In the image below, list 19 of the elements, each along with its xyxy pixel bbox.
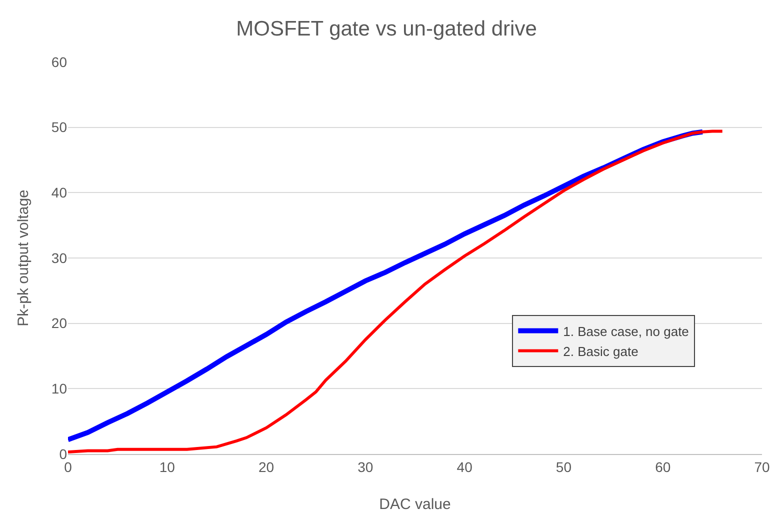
legend-label: 2. Basic gate: [563, 344, 638, 359]
x-tick-label: 30: [358, 458, 374, 475]
x-tick-label: 70: [754, 458, 770, 475]
x-tick-label: 10: [159, 458, 176, 475]
x-tick-label: 60: [655, 458, 671, 475]
x-tick-label: 50: [556, 458, 572, 475]
x-axis-title: DAC value: [379, 496, 451, 513]
legend-label: 1. Base case, no gate: [563, 324, 689, 339]
y-tick-label: 20: [51, 315, 68, 332]
y-tick-label: 10: [51, 380, 68, 397]
x-tick-label: 20: [258, 458, 274, 475]
y-tick-label: 30: [51, 250, 68, 266]
y-tick-label: 0: [59, 446, 68, 462]
x-tick-label: 40: [456, 458, 473, 475]
chart-title: MOSFET gate vs un-gated drive: [236, 17, 537, 40]
y-tick-label: 60: [51, 54, 68, 70]
y-tick-label: 50: [51, 119, 68, 136]
y-axis-title: Pk-pk output voltage: [15, 190, 32, 326]
y-tick-label: 40: [51, 184, 68, 201]
